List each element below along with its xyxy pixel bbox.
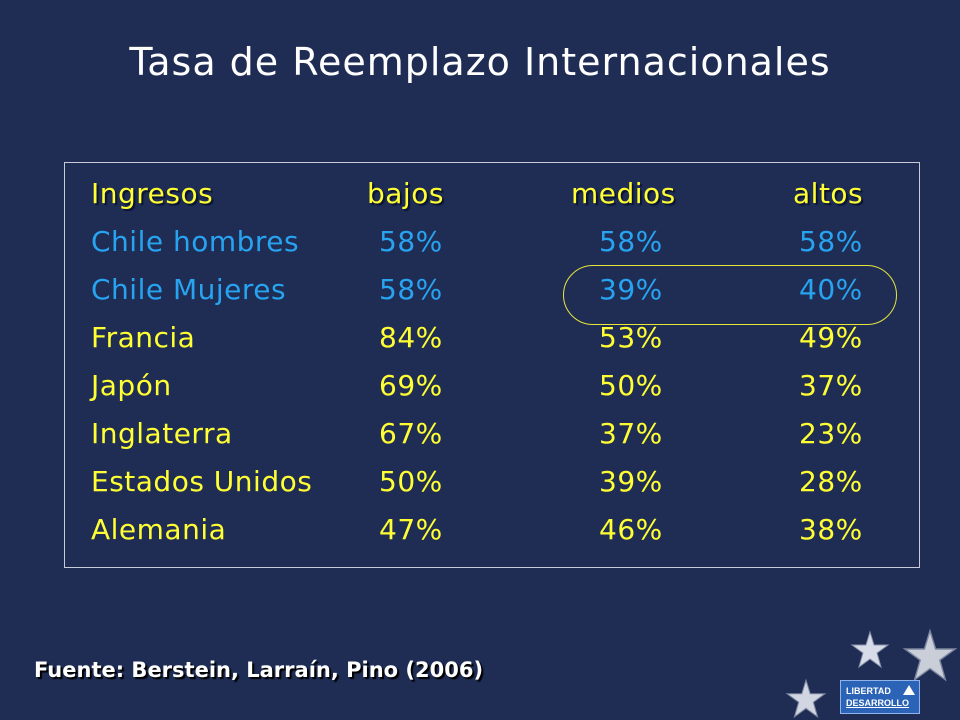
cell-bajos: 84% (379, 321, 443, 354)
table-header-row: Ingresos bajos medios altos (65, 177, 919, 225)
cell-bajos: 67% (379, 417, 443, 450)
logo-text-line2: DESARROLLO (846, 698, 909, 708)
table-row: Alemania 47% 46% 38% (65, 513, 919, 561)
cell-medios: 58% (599, 225, 663, 258)
source-citation: Fuente: Berstein, Larraín, Pino (2006) (34, 658, 484, 682)
logo-text-line1: LIBERTAD (846, 686, 891, 696)
triangle-logo-icon (903, 685, 915, 695)
replacement-rate-table: Ingresos bajos medios altos Chile hombre… (64, 162, 920, 568)
cell-altos: 23% (799, 417, 863, 450)
table-row: Chile hombres 58% 58% 58% (65, 225, 919, 273)
cell-medios: 50% (599, 369, 663, 402)
header-bajos: bajos (367, 177, 444, 210)
cell-bajos: 47% (379, 513, 443, 546)
row-label: Inglaterra (91, 417, 233, 450)
cell-medios: 53% (599, 321, 663, 354)
cell-medios: 39% (599, 465, 663, 498)
table-row: Japón 69% 50% 37% (65, 369, 919, 417)
star-icon (785, 678, 827, 719)
cell-bajos: 58% (379, 273, 443, 306)
row-label: Francia (91, 321, 196, 354)
row-label: Alemania (91, 513, 227, 546)
cell-bajos: 69% (379, 369, 443, 402)
row-label: Chile Mujeres (91, 273, 287, 306)
table-row: Inglaterra 67% 37% 23% (65, 417, 919, 465)
libertad-desarrollo-logo: LIBERTAD DESARROLLO (840, 680, 920, 714)
cell-altos: 37% (799, 369, 863, 402)
header-medios: medios (571, 177, 676, 210)
cell-medios: 37% (599, 417, 663, 450)
header-ingresos: Ingresos (91, 177, 214, 210)
table-row: Francia 84% 53% 49% (65, 321, 919, 369)
row-label: Chile hombres (91, 225, 300, 258)
table-row: Chile Mujeres 58% 39% 40% (65, 273, 919, 321)
cell-medios: 39% (599, 273, 663, 306)
cell-altos: 49% (799, 321, 863, 354)
cell-altos: 40% (799, 273, 863, 306)
table-row: Estados Unidos 50% 39% 28% (65, 465, 919, 513)
star-icon (902, 628, 958, 682)
cell-altos: 58% (799, 225, 863, 258)
header-altos: altos (793, 177, 864, 210)
cell-altos: 28% (799, 465, 863, 498)
cell-bajos: 58% (379, 225, 443, 258)
row-label: Estados Unidos (91, 465, 313, 498)
cell-medios: 46% (599, 513, 663, 546)
highlight-ellipse (563, 265, 897, 325)
cell-altos: 38% (799, 513, 863, 546)
row-label: Japón (91, 369, 172, 402)
cell-bajos: 50% (379, 465, 443, 498)
star-icon (850, 630, 890, 669)
slide-title: Tasa de Reemplazo Internacionales (129, 40, 831, 84)
